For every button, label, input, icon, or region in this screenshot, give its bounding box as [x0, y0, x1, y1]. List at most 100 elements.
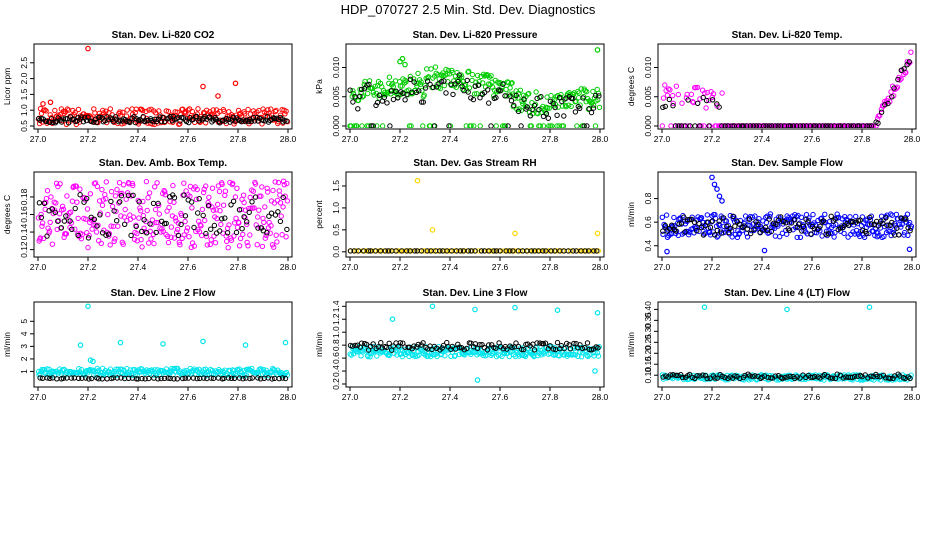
data-point — [374, 123, 380, 128]
data-point — [580, 95, 586, 101]
data-point — [906, 59, 912, 65]
data-point — [552, 248, 558, 254]
data-point — [247, 375, 253, 382]
outlier-point — [232, 80, 239, 87]
data-point — [219, 216, 225, 222]
data-point — [796, 221, 802, 227]
data-point — [269, 376, 275, 382]
data-point — [697, 373, 703, 379]
data-point — [691, 219, 698, 225]
data-point — [170, 182, 176, 189]
data-point — [847, 214, 853, 220]
data-point — [230, 198, 237, 205]
data-point — [266, 213, 272, 219]
data-point — [486, 342, 492, 348]
data-point — [273, 107, 279, 114]
outlier-point — [711, 181, 718, 188]
y-tick-label: 0.40 — [643, 301, 653, 318]
outlier-point — [160, 341, 166, 347]
data-point — [659, 214, 665, 221]
data-point — [453, 84, 459, 91]
data-point — [693, 224, 700, 230]
data-points — [347, 177, 602, 254]
data-point — [762, 227, 768, 234]
y-axis-label: ml/min — [626, 332, 636, 357]
chart-panel: Stan. Dev. Line 3 Flow ml/min 27.0 27.2 27.4… — [314, 288, 609, 402]
data-point — [108, 188, 115, 195]
y-tick-label: 0.6 — [331, 352, 341, 364]
x-tick-label: 27.0 — [342, 392, 359, 402]
data-point — [252, 194, 259, 200]
y-tick-label: 0.6 — [643, 216, 653, 228]
data-point — [211, 222, 218, 229]
data-point — [399, 248, 405, 254]
data-point — [486, 100, 492, 106]
data-point — [421, 92, 427, 98]
data-point — [594, 350, 601, 356]
data-point — [43, 118, 50, 125]
data-point — [100, 107, 106, 114]
data-point — [39, 223, 45, 229]
data-point — [69, 226, 75, 233]
data-point — [418, 248, 425, 254]
data-point — [276, 188, 282, 194]
data-point — [208, 237, 214, 243]
chart-title: Stan. Dev. Li-820 Temp. — [732, 30, 843, 41]
data-point — [38, 214, 44, 221]
data-point — [352, 342, 358, 349]
data-point — [868, 123, 875, 128]
data-point — [554, 339, 561, 346]
data-point — [520, 346, 527, 353]
data-point — [493, 95, 499, 101]
data-point — [121, 214, 128, 220]
data-point — [584, 352, 590, 359]
data-point — [558, 343, 565, 349]
data-point — [75, 215, 81, 222]
data-point — [712, 232, 718, 238]
data-point — [515, 343, 522, 350]
data-points — [35, 45, 291, 128]
data-point — [744, 123, 750, 128]
data-point — [428, 66, 434, 72]
data-point — [37, 117, 43, 123]
data-point — [875, 120, 881, 126]
data-point — [370, 341, 376, 347]
data-point — [231, 375, 238, 381]
y-tick-label: 0.35 — [643, 312, 653, 329]
plot-frame — [657, 43, 917, 130]
data-point — [210, 207, 217, 213]
data-point — [867, 214, 873, 221]
x-tick-label: 27.8 — [542, 134, 559, 144]
data-point — [278, 213, 284, 219]
data-point — [663, 212, 670, 218]
x-tick-label: 27.4 — [130, 262, 147, 272]
data-point — [888, 89, 894, 95]
data-point — [807, 123, 813, 128]
data-point — [582, 248, 588, 254]
data-point — [905, 232, 911, 239]
data-point — [198, 223, 204, 229]
x-tick-label: 27.4 — [130, 392, 147, 402]
y-tick-label: 1.4 — [331, 300, 341, 312]
data-point — [670, 372, 676, 378]
data-point — [36, 200, 43, 206]
data-point — [85, 235, 92, 241]
data-point — [897, 77, 903, 83]
data-point — [868, 373, 874, 379]
data-point — [574, 123, 580, 128]
data-point — [351, 123, 358, 128]
data-point — [746, 216, 753, 222]
data-point — [671, 214, 677, 221]
data-point — [279, 232, 285, 238]
data-point — [475, 82, 481, 88]
data-point — [145, 195, 151, 201]
data-point — [778, 123, 784, 128]
data-point — [153, 229, 159, 236]
x-tick-label: 27.6 — [180, 134, 197, 144]
data-point — [788, 220, 795, 226]
data-point — [163, 220, 169, 227]
data-point — [231, 233, 237, 239]
data-point — [524, 104, 530, 110]
data-point — [99, 186, 105, 193]
data-point — [108, 198, 114, 205]
